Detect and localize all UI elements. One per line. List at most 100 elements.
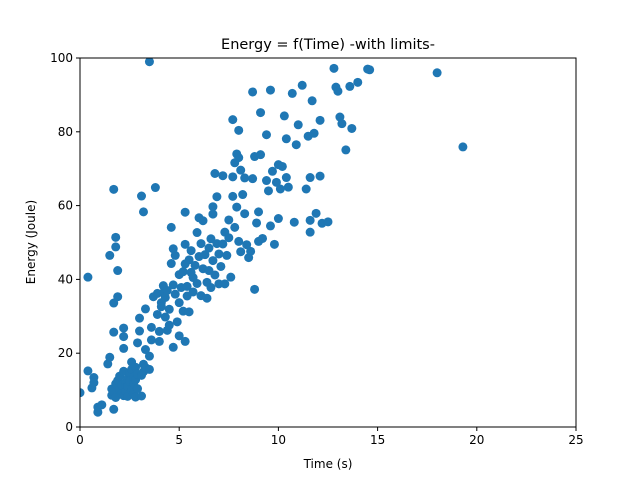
- data-point: [254, 207, 264, 217]
- plot-frame: [79, 57, 577, 428]
- data-point: [236, 247, 246, 257]
- data-point: [180, 239, 190, 249]
- data-point: [160, 312, 170, 322]
- data-point: [232, 202, 242, 212]
- data-point: [261, 176, 271, 186]
- y-tick-label: 20: [58, 346, 73, 360]
- x-tick-label: 10: [271, 433, 286, 447]
- data-point: [186, 246, 196, 256]
- data-point: [144, 364, 154, 374]
- data-point: [269, 239, 279, 249]
- data-point: [89, 378, 99, 388]
- data-point: [154, 326, 164, 336]
- data-point: [119, 323, 129, 333]
- data-point: [113, 292, 123, 302]
- data-point: [111, 232, 121, 242]
- points-layer: [80, 58, 468, 417]
- data-point: [188, 287, 198, 297]
- data-point: [281, 173, 291, 183]
- data-point: [301, 184, 311, 194]
- data-point: [137, 191, 147, 201]
- chart-title: Energy = f(Time) -with limits-: [221, 37, 435, 53]
- data-point: [146, 335, 156, 345]
- data-point: [218, 239, 228, 249]
- data-point: [345, 81, 355, 91]
- data-point: [234, 153, 244, 163]
- data-point: [162, 285, 172, 295]
- data-point: [192, 278, 202, 288]
- data-point: [224, 233, 234, 243]
- data-point: [315, 171, 325, 181]
- data-point: [168, 280, 178, 290]
- data-point: [83, 272, 93, 282]
- data-point: [154, 336, 164, 346]
- data-point: [256, 150, 266, 160]
- data-point: [164, 304, 174, 314]
- data-point: [152, 309, 162, 319]
- data-point: [131, 362, 141, 372]
- data-point: [146, 322, 156, 332]
- data-point: [156, 302, 166, 312]
- data-point: [208, 209, 218, 219]
- data-point: [150, 183, 160, 193]
- data-point: [83, 366, 93, 376]
- data-point: [170, 289, 180, 299]
- data-point: [202, 293, 212, 303]
- data-point: [133, 338, 143, 348]
- data-point: [226, 272, 236, 282]
- data-point: [160, 292, 170, 302]
- data-point: [279, 111, 289, 121]
- data-point: [180, 207, 190, 217]
- data-point: [80, 388, 85, 398]
- data-point: [109, 184, 119, 194]
- data-point: [287, 88, 297, 98]
- data-point: [144, 58, 154, 67]
- data-point: [329, 63, 339, 73]
- data-point: [111, 242, 121, 252]
- data-point: [337, 119, 347, 129]
- data-point: [166, 222, 176, 232]
- data-point: [305, 227, 315, 237]
- y-tick-label: 100: [50, 51, 73, 65]
- data-point: [200, 250, 210, 260]
- data-point: [224, 215, 234, 225]
- data-point: [307, 96, 317, 106]
- data-point: [236, 165, 246, 175]
- data-point: [210, 270, 220, 280]
- data-point: [119, 343, 129, 353]
- data-point: [281, 134, 291, 144]
- data-point: [267, 166, 277, 176]
- x-axis-label: Time (s): [303, 457, 353, 471]
- data-point: [109, 327, 119, 337]
- data-point: [248, 87, 258, 97]
- data-point: [323, 217, 333, 227]
- y-tick-label: 80: [58, 125, 73, 139]
- y-axis: 0 20 40 60 80 100: [50, 51, 80, 434]
- data-point: [250, 284, 260, 294]
- data-point: [347, 123, 357, 133]
- data-point: [113, 266, 123, 276]
- y-axis-label: Energy (Joule): [24, 200, 38, 284]
- data-point: [198, 216, 208, 226]
- data-point: [137, 391, 147, 401]
- data-point: [220, 279, 230, 289]
- data-point: [252, 218, 262, 228]
- data-point: [311, 208, 321, 218]
- data-point: [242, 240, 252, 250]
- data-point: [204, 243, 214, 253]
- x-tick-label: 15: [370, 433, 385, 447]
- data-point: [218, 171, 228, 181]
- y-tick-label: 40: [58, 272, 73, 286]
- data-point: [458, 142, 468, 152]
- data-point: [230, 222, 240, 232]
- data-point: [309, 128, 319, 138]
- data-point: [97, 400, 107, 410]
- data-point: [240, 173, 250, 183]
- data-point: [263, 186, 273, 196]
- x-tick-label: 20: [469, 433, 484, 447]
- data-point: [135, 326, 145, 336]
- data-point: [353, 77, 363, 87]
- data-point: [289, 217, 299, 227]
- data-point: [273, 214, 283, 224]
